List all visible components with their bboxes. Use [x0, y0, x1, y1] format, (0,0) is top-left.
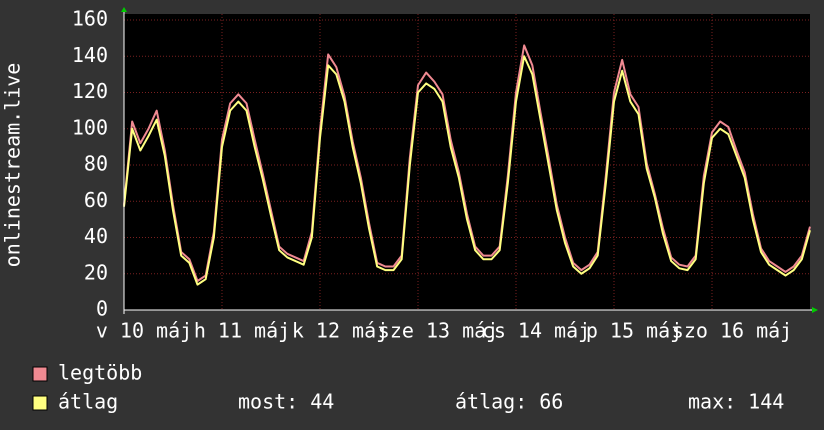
x-tick-label: v 10 máj [96, 319, 192, 343]
legend-label: legtöbb [58, 361, 142, 385]
x-tick-label: k 12 máj [292, 319, 388, 343]
x-tick-label: p 15 máj [586, 319, 682, 343]
axis-arrow [812, 307, 818, 313]
legend-label: átlag [58, 390, 118, 414]
legend: legtöbb átlag most: 44 átlag: 66 max: 144 [32, 361, 784, 414]
series-lines [123, 44, 811, 286]
y-tick-label: 60 [84, 188, 108, 212]
stat-value: 44 [310, 390, 334, 414]
y-tick-label: 0 [96, 297, 108, 321]
y-tick-label: 160 [72, 7, 108, 31]
y-axis-label: onlinestream.live [1, 63, 25, 268]
legend-swatch [32, 395, 48, 411]
y-tick-label: 20 [84, 260, 108, 284]
series-line [123, 55, 811, 286]
stat-label: max: [688, 390, 736, 414]
y-tick-label: 40 [84, 224, 108, 248]
axis-arrow [121, 7, 127, 12]
y-tick-label: 140 [72, 43, 108, 67]
x-tick-label: szo 16 máj [672, 319, 792, 343]
x-tick-label: sze 13 máj [378, 319, 498, 343]
stat-label: átlag: [455, 390, 527, 414]
legend-swatch [32, 366, 48, 382]
y-tick-label: 120 [72, 79, 108, 103]
stat-label: most: [238, 390, 298, 414]
y-tick-label: 100 [72, 115, 108, 139]
stat-value: 66 [539, 390, 563, 414]
x-tick-label: cs 14 máj [482, 319, 590, 343]
stat-value: 144 [748, 390, 784, 414]
y-tick-label: 80 [84, 152, 108, 176]
x-tick-label: h 11 máj [194, 319, 290, 343]
